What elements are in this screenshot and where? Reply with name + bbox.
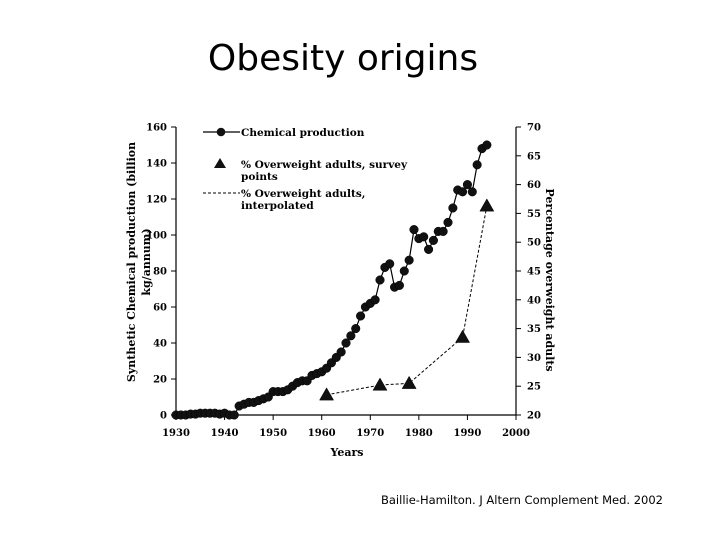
y-right-tick-label: 45: [527, 267, 541, 278]
chemical-production-point: [404, 255, 414, 265]
overweight-interpolated-line: [326, 205, 488, 396]
chart-series: [171, 140, 495, 420]
chemical-production-point: [346, 331, 356, 341]
legend-interpolated-label: interpolated: [241, 200, 314, 212]
chemical-production-line: [176, 144, 488, 416]
legend-chemical-label: Chemical production: [241, 127, 365, 139]
x-tick-label: 1930: [162, 428, 190, 439]
y-right-tick-label: 70: [527, 123, 541, 134]
chemical-production-point: [462, 180, 472, 190]
y-left-tick-label: 40: [153, 339, 167, 350]
overweight-survey-point: [401, 375, 417, 389]
x-tick-label: 2000: [502, 428, 530, 439]
y-left-tick-label: 160: [146, 123, 167, 134]
y-left-tick-label: 20: [153, 375, 167, 386]
y-right-tick-label: 20: [527, 411, 541, 422]
chemical-production-point: [472, 160, 482, 170]
chemical-production-point: [448, 203, 458, 213]
legend-survey-label: % Overweight adults, survey: [241, 159, 408, 171]
chart-labels: Years Synthetic Chemical production (bill…: [125, 142, 556, 459]
chemical-production-point: [419, 232, 429, 242]
y-right-tick-label: 50: [527, 238, 541, 249]
y-left-axis-title-line: kg/annum): [140, 228, 153, 295]
overweight-survey-point: [372, 377, 388, 391]
slide-title: Obesity origins: [207, 38, 479, 79]
y-right-tick-label: 35: [527, 324, 541, 335]
y-right-tick-label: 30: [527, 353, 541, 364]
legend-survey-marker: [214, 158, 226, 168]
y-right-tick-label: 60: [527, 180, 541, 191]
legend-interpolated-label: % Overweight adults,: [241, 188, 365, 200]
x-tick-label: 1980: [405, 428, 433, 439]
citation: Baillie-Hamilton. J Altern Complement Me…: [381, 493, 663, 507]
chemical-production-point: [482, 140, 492, 150]
chemical-production-point: [229, 410, 239, 420]
y-right-tick-label: 40: [527, 295, 541, 306]
chemical-production-point: [356, 311, 366, 321]
overweight-survey-point: [479, 198, 495, 212]
overweight-survey-point: [319, 387, 335, 401]
chart-legend: Chemical production % Overweight adults, …: [203, 127, 408, 212]
chemical-production-point: [443, 217, 453, 227]
chemical-production-point: [399, 266, 409, 276]
y-right-tick-label: 65: [527, 151, 541, 162]
y-left-tick-label: 140: [146, 159, 167, 170]
x-axis-title: Years: [329, 446, 363, 459]
y-right-axis-title: Percentage overweight adults: [543, 188, 556, 371]
y-left-tick-label: 0: [160, 411, 167, 422]
chemical-production-point: [428, 235, 438, 245]
overweight-survey-point: [455, 329, 471, 343]
y-left-tick-label: 120: [146, 195, 167, 206]
y-left-tick-label: 60: [153, 303, 167, 314]
x-tick-label: 1950: [259, 428, 287, 439]
chemical-production-point: [467, 187, 477, 197]
chemical-production-point: [351, 324, 361, 334]
chemical-production-point: [370, 295, 380, 305]
y-left-tick-label: 100: [146, 231, 167, 242]
x-tick-label: 1940: [211, 428, 239, 439]
y-left-axis-title-line: Synthetic Chemical production (billion: [125, 142, 138, 382]
chemical-production-point: [394, 280, 404, 290]
chemical-production-point: [438, 226, 448, 236]
chemical-production-point: [458, 187, 468, 197]
chemical-production-point: [341, 338, 351, 348]
legend-chemical-marker: [216, 127, 226, 137]
y-left-axis-title: Synthetic Chemical production (billion kg…: [125, 142, 153, 382]
y-right-tick-label: 25: [527, 382, 541, 393]
x-tick-label: 1960: [308, 428, 336, 439]
legend-survey-label: points: [241, 171, 278, 183]
x-tick-label: 1990: [454, 428, 482, 439]
x-tick-label: 1970: [356, 428, 384, 439]
chemical-production-point: [336, 347, 346, 357]
chemical-production-point: [424, 244, 434, 254]
chemical-production-point: [385, 259, 395, 269]
y-left-tick-label: 80: [153, 267, 167, 278]
y-right-tick-label: 55: [527, 209, 541, 220]
chemical-production-point: [409, 225, 419, 235]
chemical-production-point: [375, 275, 385, 285]
